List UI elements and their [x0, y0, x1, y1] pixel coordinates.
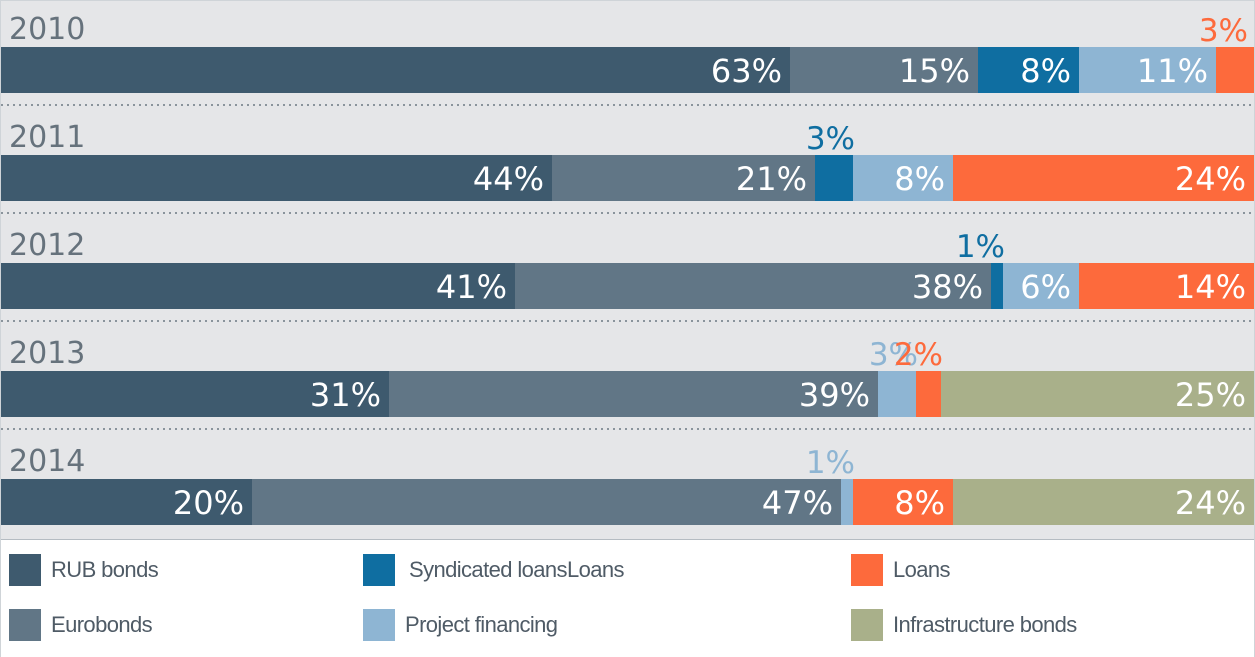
data-label-2012-project-financing: 6%: [1020, 268, 1071, 306]
bar-segment-2014-rub-bonds: [1, 479, 252, 525]
bar-segment-2011-loans: [953, 155, 1254, 201]
bar-segment-2010-project-financing: [1079, 47, 1216, 93]
data-label-2013-project-financing: 3%: [869, 337, 918, 373]
year-label-2011: 2011: [9, 120, 85, 155]
data-label-2011-syndicated-loansloans: 3%: [806, 121, 855, 157]
bar-segment-2014-loans: [853, 479, 953, 525]
data-label-2011-rub-bonds: 44%: [473, 160, 544, 198]
bar-segment-2011-rub-bonds: [1, 155, 552, 201]
data-label-2013-loans: 2%: [894, 337, 943, 373]
data-label-2013-eurobonds: 39%: [799, 376, 870, 414]
legend-label-eurobonds: Eurobonds: [51, 612, 153, 637]
data-label-2014-rub-bonds: 20%: [173, 484, 244, 522]
legend-item-project-financing: Project financing: [363, 608, 558, 642]
legend-label-loans: Loans: [893, 557, 951, 582]
data-label-2011-eurobonds: 21%: [736, 160, 807, 198]
legend-swatch-loans: [851, 554, 883, 586]
legend-label-syndicated-loans: Syndicated loansLoans: [409, 557, 625, 582]
bar-segment-2013-loans: [916, 371, 941, 417]
bar-segment-2012-rub-bonds: [1, 263, 515, 309]
legend-label-infrastructure-bonds: Infrastructure bonds: [893, 612, 1077, 637]
bar-segment-2010-rub-bonds: [1, 47, 790, 93]
legend-swatch-eurobonds: [9, 609, 41, 641]
bar-segment-2012-project-financing: [1003, 263, 1079, 309]
year-label-2014: 2014: [9, 444, 85, 479]
legend-item-infrastructure-bonds: Infrastructure bonds: [851, 608, 1077, 642]
data-label-2012-eurobonds: 38%: [912, 268, 983, 306]
bar-segment-2012-loans: [1079, 263, 1254, 309]
year-label-2010: 2010: [9, 12, 85, 47]
bar-segment-2014-eurobonds: [252, 479, 841, 525]
legend: RUB bonds Syndicated loansLoans Loans Eu…: [1, 539, 1254, 657]
data-label-2011-project-financing: 8%: [894, 160, 945, 198]
data-label-2013-infrastructure-bonds: 25%: [1175, 376, 1246, 414]
legend-item-syndicated-loans: Syndicated loansLoans: [363, 553, 625, 587]
year-label-2013: 2013: [9, 336, 85, 371]
data-label-2014-eurobonds: 47%: [762, 484, 833, 522]
bar-segment-2013-eurobonds: [389, 371, 878, 417]
bar-segment-2010-syndicated-loansloans: [978, 47, 1079, 93]
data-label-2012-syndicated-loansloans: 1%: [956, 229, 1005, 265]
bar-segment-2014-project-financing: [841, 479, 853, 525]
bar-segment-2013-rub-bonds: [1, 371, 389, 417]
data-label-2012-loans: 14%: [1175, 268, 1246, 306]
data-label-2014-infrastructure-bonds: 24%: [1175, 484, 1246, 522]
bar-segment-2011-syndicated-loansloans: [815, 155, 853, 201]
legend-label-rub-bonds: RUB bonds: [51, 557, 159, 582]
legend-item-loans: Loans: [851, 553, 951, 587]
bar-segment-2014-infrastructure-bonds: [953, 479, 1254, 525]
data-label-2014-loans: 8%: [894, 484, 945, 522]
legend-swatch-syndicated-loans: [363, 554, 395, 586]
data-label-2014-project-financing: 1%: [806, 445, 855, 481]
bar-segment-2010-loans: [1216, 47, 1254, 93]
data-label-2010-eurobonds: 15%: [899, 52, 970, 90]
legend-item-rub-bonds: RUB bonds: [9, 553, 159, 587]
bar-segment-2011-eurobonds: [552, 155, 815, 201]
data-label-2010-loans: 3%: [1199, 13, 1248, 49]
year-label-2012: 2012: [9, 228, 85, 263]
legend-swatch-project-financing: [363, 609, 395, 641]
data-label-2011-loans: 24%: [1175, 160, 1246, 198]
bar-segment-2012-syndicated-loansloans: [991, 263, 1003, 309]
legend-label-project-financing: Project financing: [405, 612, 558, 637]
data-label-2010-rub-bonds: 63%: [711, 52, 782, 90]
bar-segment-2013-infrastructure-bonds: [941, 371, 1254, 417]
bar-segment-2012-eurobonds: [515, 263, 991, 309]
data-label-2010-syndicated-loansloans: 8%: [1020, 52, 1071, 90]
legend-swatch-infrastructure-bonds: [851, 609, 883, 641]
bar-segment-2013-project-financing: [878, 371, 916, 417]
legend-swatch-rub-bonds: [9, 554, 41, 586]
legend-item-eurobonds: Eurobonds: [9, 608, 153, 642]
bar-segment-2011-project-financing: [853, 155, 953, 201]
data-label-2010-project-financing: 11%: [1137, 52, 1208, 90]
data-label-2012-rub-bonds: 41%: [436, 268, 507, 306]
data-label-2013-rub-bonds: 31%: [310, 376, 381, 414]
bar-segment-2010-eurobonds: [790, 47, 978, 93]
